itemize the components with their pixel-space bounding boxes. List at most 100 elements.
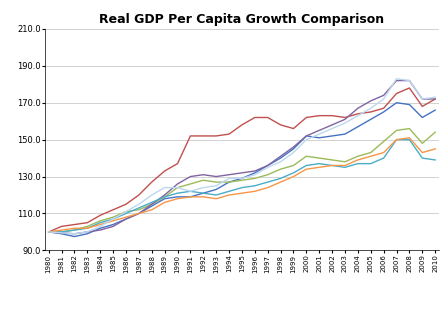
Line: USA: USA [49,103,435,237]
Japan [123,202,129,206]
UK [407,79,412,82]
UK [201,186,206,189]
Japan [110,208,116,212]
Japan [291,126,296,130]
Italy [201,191,206,195]
Italy [342,165,348,169]
UK [420,97,425,101]
Italy [432,158,438,162]
Japan [420,105,425,108]
USA [407,103,412,107]
Italy [188,189,193,193]
Italy [394,138,399,142]
Germany [304,154,309,158]
USA [394,101,399,105]
Germany [368,151,374,154]
Italy [291,171,296,175]
UK [278,160,283,164]
Spain [46,230,52,234]
Italy [304,164,309,168]
USA [123,217,129,221]
Japan [188,134,193,138]
Germany [98,219,103,223]
UK [252,173,258,177]
Italy [252,184,258,188]
Spain [188,175,193,178]
Japan [226,132,232,136]
Italy [85,226,90,230]
France [59,228,64,232]
France [420,151,425,154]
Line: UK: UK [49,79,435,234]
Germany [85,224,90,228]
France [394,138,399,142]
Spain [162,193,167,197]
USA [59,232,64,236]
USA [201,191,206,195]
Italy [317,162,322,166]
Italy [46,230,52,234]
UK [304,138,309,142]
Japan [304,116,309,119]
USA [98,226,103,230]
France [188,195,193,199]
Japan [98,213,103,217]
Italy [226,189,232,193]
Japan [46,230,52,234]
Germany [213,180,219,184]
Germany [59,230,64,234]
USA [162,197,167,201]
USA [110,223,116,227]
Germany [239,178,245,182]
USA [85,232,90,236]
UK [162,186,167,189]
France [265,186,271,189]
UK [123,210,129,213]
Italy [355,162,361,166]
Italy [136,206,142,210]
Spain [175,182,180,186]
Italy [98,221,103,225]
Spain [329,123,335,127]
Japan [432,97,438,101]
Italy [278,177,283,180]
Spain [85,230,90,234]
France [329,164,335,168]
Germany [265,173,271,177]
France [213,197,219,201]
Line: France: France [49,138,435,232]
Spain [123,217,129,221]
Line: Spain: Spain [49,81,435,234]
UK [110,217,116,221]
France [98,223,103,227]
UK [85,230,90,234]
France [162,200,167,204]
Japan [175,162,180,166]
Germany [162,195,167,199]
France [85,226,90,230]
Japan [59,224,64,228]
USA [329,134,335,138]
Japan [342,116,348,119]
UK [136,202,142,206]
Spain [291,145,296,149]
UK [432,95,438,99]
Japan [278,123,283,127]
France [304,167,309,171]
Germany [252,177,258,180]
Japan [407,86,412,90]
Italy [407,138,412,142]
France [355,158,361,162]
Spain [368,99,374,103]
USA [278,156,283,160]
UK [213,184,219,188]
Italy [381,156,386,160]
Line: Germany: Germany [49,128,435,232]
France [432,147,438,151]
Spain [420,97,425,101]
Japan [381,106,386,110]
Italy [239,186,245,189]
France [252,189,258,193]
Japan [72,223,77,227]
UK [394,77,399,81]
